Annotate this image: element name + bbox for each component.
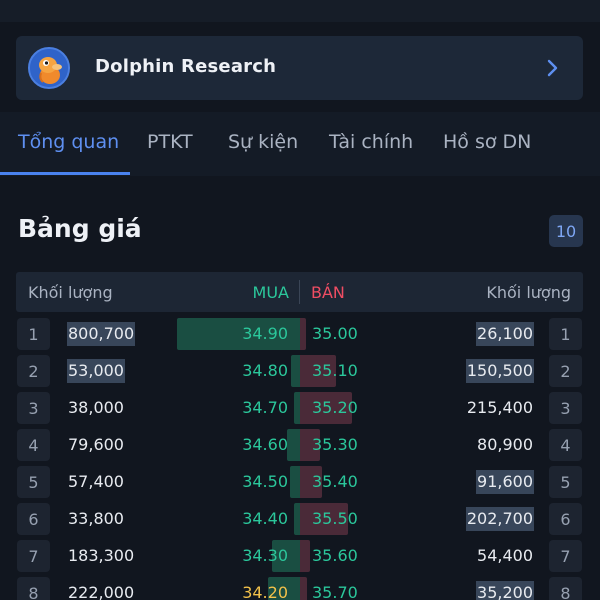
order-book-row[interactable]: 3 38,000 34.70 35.20 215,400 3 bbox=[0, 392, 600, 424]
banner-title: Dolphin Research bbox=[95, 56, 277, 77]
sell-level-index: 1 bbox=[549, 318, 582, 350]
order-book-title: Bảng giá bbox=[18, 214, 142, 243]
sell-depth-bar bbox=[300, 318, 306, 350]
buy-volume: 183,300 bbox=[68, 546, 135, 565]
sell-price: 35.40 bbox=[312, 472, 358, 491]
buy-price: 34.60 bbox=[242, 435, 288, 454]
sell-level-index: 2 bbox=[549, 355, 582, 387]
buy-price: 34.40 bbox=[242, 509, 288, 528]
sell-price: 35.00 bbox=[312, 324, 358, 343]
sell-price: 35.20 bbox=[312, 398, 358, 417]
sell-level-index: 3 bbox=[549, 392, 582, 424]
order-book-row[interactable]: 1 800,700 34.90 35.00 26,100 1 bbox=[0, 318, 600, 350]
sell-volume: 150,500 bbox=[465, 359, 534, 383]
sell-level-index: 7 bbox=[549, 540, 582, 572]
sell-depth-bar bbox=[300, 540, 310, 572]
sell-volume: 91,600 bbox=[476, 470, 534, 494]
order-book-row[interactable]: 6 33,800 34.40 35.50 202,700 6 bbox=[0, 503, 600, 535]
tab-overview[interactable]: Tổng quan bbox=[18, 131, 120, 153]
sell-depth-bar bbox=[300, 355, 336, 387]
sell-price: 35.30 bbox=[312, 435, 358, 454]
buy-depth-bar bbox=[294, 392, 300, 424]
sell-level-index: 6 bbox=[549, 503, 582, 535]
sell-volume-header: Khối lượng bbox=[486, 283, 571, 302]
top-strip bbox=[0, 0, 600, 22]
tab-bar: Tổng quan PTKT Sự kiện Tài chính Hồ sơ D… bbox=[0, 112, 600, 176]
depth-selector[interactable]: 10 bbox=[549, 215, 583, 247]
buy-depth-bar bbox=[268, 577, 300, 600]
buy-depth-bar bbox=[177, 318, 300, 350]
buy-price: 34.90 bbox=[242, 324, 288, 343]
sell-volume: 54,400 bbox=[477, 546, 533, 565]
tab-technical[interactable]: PTKT bbox=[147, 131, 193, 153]
sell-depth-bar bbox=[300, 466, 322, 498]
sell-level-index: 4 bbox=[549, 429, 582, 461]
buy-depth-bar bbox=[294, 503, 300, 535]
buy-price: 34.80 bbox=[242, 361, 288, 380]
sell-header: BÁN bbox=[311, 283, 345, 302]
sell-volume: 35,200 bbox=[476, 581, 534, 600]
buy-price: 34.70 bbox=[242, 398, 288, 417]
order-book-row[interactable]: 4 79,600 34.60 35.30 80,900 4 bbox=[0, 429, 600, 461]
buy-volume: 800,700 bbox=[67, 322, 136, 346]
buy-price: 34.30 bbox=[242, 546, 288, 565]
buy-volume: 79,600 bbox=[68, 435, 124, 454]
sell-depth-bar bbox=[300, 577, 307, 600]
buy-depth-bar bbox=[272, 540, 300, 572]
sell-volume: 26,100 bbox=[476, 322, 534, 346]
sell-price: 35.10 bbox=[312, 361, 358, 380]
tab-company-profile[interactable]: Hồ sơ DN bbox=[443, 131, 532, 153]
buy-depth-bar bbox=[287, 429, 300, 461]
buy-volume: 57,400 bbox=[68, 472, 124, 491]
dolphin-mascot-icon bbox=[28, 47, 70, 89]
buy-level-index: 8 bbox=[17, 577, 50, 600]
sell-price: 35.50 bbox=[312, 509, 358, 528]
sell-volume: 80,900 bbox=[477, 435, 533, 454]
buy-level-index: 5 bbox=[17, 466, 50, 498]
sell-level-index: 5 bbox=[549, 466, 582, 498]
buy-level-index: 1 bbox=[17, 318, 50, 350]
buy-volume-header: Khối lượng bbox=[28, 283, 113, 302]
sell-level-index: 8 bbox=[549, 577, 582, 600]
sell-volume: 202,700 bbox=[465, 507, 534, 531]
tab-financials[interactable]: Tài chính bbox=[329, 131, 414, 153]
buy-depth-bar bbox=[290, 466, 300, 498]
buy-price: 34.50 bbox=[242, 472, 288, 491]
sell-volume: 215,400 bbox=[466, 398, 533, 417]
tab-events[interactable]: Sự kiện bbox=[228, 131, 299, 153]
buy-level-index: 6 bbox=[17, 503, 50, 535]
active-tab-indicator bbox=[0, 172, 130, 175]
buy-price: 34.20 bbox=[242, 583, 288, 600]
order-book-row[interactable]: 7 183,300 34.30 35.60 54,400 7 bbox=[0, 540, 600, 572]
buy-header: MUA bbox=[252, 283, 289, 302]
buy-volume: 38,000 bbox=[68, 398, 124, 417]
sell-depth-bar bbox=[300, 429, 320, 461]
order-book-header: Khối lượng MUA BÁN Khối lượng bbox=[16, 272, 583, 312]
buy-volume: 33,800 bbox=[68, 509, 124, 528]
buy-depth-bar bbox=[291, 355, 300, 387]
buy-volume: 222,000 bbox=[68, 583, 135, 600]
sell-price: 35.70 bbox=[312, 583, 358, 600]
chevron-right-icon[interactable] bbox=[543, 57, 563, 79]
sell-depth-bar bbox=[300, 392, 352, 424]
research-banner[interactable]: Dolphin Research bbox=[16, 36, 583, 100]
sell-depth-bar bbox=[300, 503, 348, 535]
buy-level-index: 2 bbox=[17, 355, 50, 387]
sell-price: 35.60 bbox=[312, 546, 358, 565]
buy-level-index: 4 bbox=[17, 429, 50, 461]
order-book-row[interactable]: 2 53,000 34.80 35.10 150,500 2 bbox=[0, 355, 600, 387]
header-divider bbox=[299, 280, 300, 304]
order-book-row[interactable]: 8 222,000 34.20 35.70 35,200 8 bbox=[0, 577, 600, 600]
order-book-row[interactable]: 5 57,400 34.50 35.40 91,600 5 bbox=[0, 466, 600, 498]
buy-volume: 53,000 bbox=[67, 359, 125, 383]
buy-level-index: 7 bbox=[17, 540, 50, 572]
buy-level-index: 3 bbox=[17, 392, 50, 424]
